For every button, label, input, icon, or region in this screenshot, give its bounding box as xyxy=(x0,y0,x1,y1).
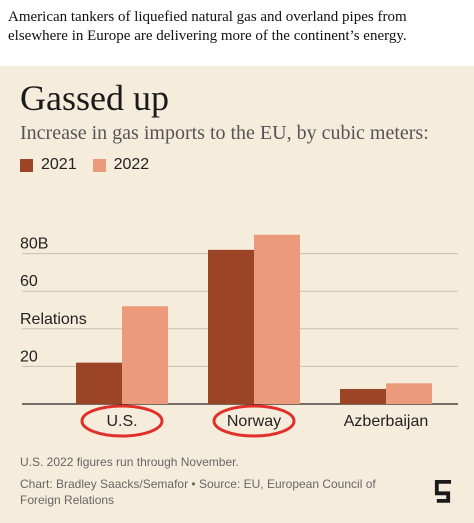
y-tick-label-0: 20 xyxy=(20,348,38,365)
chart-title: Gassed up xyxy=(20,78,169,118)
category-label-norway: Norway xyxy=(227,413,281,430)
chart-card: Gassed up Increase in gas imports to the… xyxy=(0,66,474,523)
chart-credit: Chart: Bradley Saacks/Semafor • Source: … xyxy=(20,477,376,507)
legend-swatch-2021 xyxy=(20,158,33,172)
article-caption: American tankers of liquefied natural ga… xyxy=(8,9,407,44)
chart-legend: 2021 2022 xyxy=(20,154,165,176)
highlight-circle-norway xyxy=(212,404,296,438)
legend-item-2022: 2022 xyxy=(92,156,150,174)
bar-us-2022 xyxy=(122,306,168,404)
bar-azberbaijan-2022 xyxy=(386,383,432,404)
category-label-azberbaijan: Azberbaijan xyxy=(344,413,429,430)
footnote: U.S. 2022 figures run through November. xyxy=(20,455,239,469)
y-tick-label-1: Relations xyxy=(20,311,87,328)
semafor-s-icon xyxy=(434,480,452,503)
bar-azberbaijan-2021 xyxy=(340,388,386,404)
legend-item-2021: 2021 xyxy=(20,156,77,174)
legend-swatch-2022 xyxy=(92,158,106,172)
bar-norway-2021 xyxy=(208,249,254,404)
legend-label-2022: 2022 xyxy=(113,156,150,173)
bar-norway-2022 xyxy=(254,234,300,404)
y-tick-label-3: 80B xyxy=(20,236,48,253)
highlight-circle-us xyxy=(80,404,164,438)
chart-subtitle: Increase in gas imports to the EU, by cu… xyxy=(20,122,429,144)
category-label-us: U.S. xyxy=(106,413,137,430)
legend-label-2021: 2021 xyxy=(41,156,77,173)
bar-us-2021 xyxy=(76,362,122,404)
y-tick-label-2: 60 xyxy=(20,273,38,290)
bar-chart: 20 Relations 60 80B U.S. Norway Azberbaijan xyxy=(20,234,458,438)
